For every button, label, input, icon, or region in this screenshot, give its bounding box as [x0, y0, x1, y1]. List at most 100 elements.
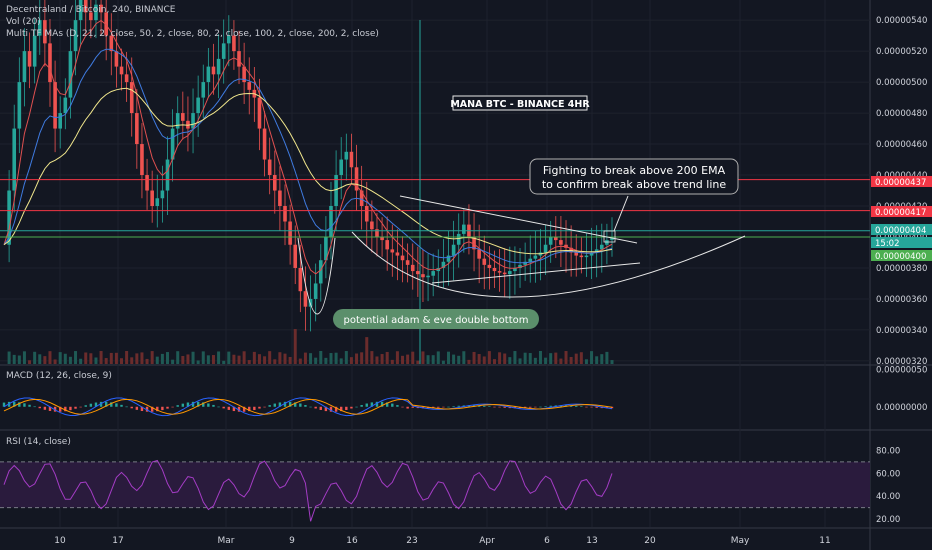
y-tick-label: 0.00000380: [876, 264, 927, 274]
volume-bar: [99, 351, 103, 364]
macd-histogram-bar: [161, 406, 164, 411]
volume-bar: [48, 351, 52, 364]
macd-histogram-bar: [539, 406, 542, 408]
volume-bar: [395, 351, 399, 364]
macd-histogram-bar: [360, 405, 363, 407]
volume-bar: [600, 354, 604, 364]
candle-body: [237, 51, 241, 67]
price-badge: [871, 206, 932, 217]
candle-body: [181, 113, 185, 121]
volume-bar: [610, 360, 614, 364]
x-tick-label: Mar: [218, 536, 235, 546]
candle-body: [283, 206, 287, 222]
volume-bar: [206, 355, 210, 364]
price-badge-label: 0.00000417: [875, 208, 926, 218]
macd-histogram-bar: [610, 406, 614, 409]
candle-body: [359, 190, 364, 207]
macd-histogram-bar: [334, 406, 338, 412]
volume-bar: [278, 352, 282, 364]
macd-histogram-bar: [304, 405, 307, 407]
candle-body: [48, 43, 52, 83]
candle-body: [58, 113, 63, 129]
volume-bar: [431, 355, 435, 364]
macd-histogram-bar: [447, 406, 450, 408]
macd-histogram-bar: [69, 406, 72, 411]
macd-histogram-bar: [575, 405, 578, 407]
macd-histogram-bar: [324, 406, 328, 412]
volume-bar: [569, 356, 573, 364]
volume-bar: [436, 351, 440, 364]
volume-bar: [252, 351, 256, 364]
macd-histogram-bar: [48, 406, 52, 411]
x-tick-label: May: [731, 536, 750, 546]
volume-bar: [257, 354, 261, 364]
volume-indicator-label: Vol (20): [6, 17, 41, 27]
volume-bar: [237, 355, 241, 364]
volume-bar: [181, 355, 185, 364]
volume-bar: [421, 351, 425, 364]
candle-body: [410, 264, 415, 272]
macd-histogram-bar: [18, 402, 21, 407]
macd-histogram-bar: [493, 406, 496, 408]
macd-histogram-bar: [222, 406, 225, 409]
macd-histogram-bar: [365, 403, 368, 407]
volume-bar: [145, 358, 149, 364]
macd-histogram-bar: [171, 406, 174, 408]
volume-bar: [339, 358, 343, 364]
volume-bar: [370, 351, 374, 364]
candle-body: [518, 264, 522, 268]
volume-bar: [584, 359, 588, 364]
candle-body: [446, 255, 451, 262]
macd-histogram-bar: [544, 406, 547, 407]
candle-body: [37, 20, 42, 36]
candle-body: [278, 190, 282, 207]
macd-histogram-bar: [477, 405, 481, 407]
symbol-title: Decentraland / Bitcoin, 240, BINANCE: [6, 5, 176, 15]
candle-body: [145, 175, 149, 191]
candle-body: [211, 66, 216, 75]
volume-bar: [94, 357, 98, 364]
volume-bar: [549, 353, 553, 364]
x-tick-label: Apr: [479, 536, 495, 546]
rsi-y-tick-label: 60.00: [876, 469, 900, 479]
macd-histogram-bar: [396, 405, 399, 407]
macd-histogram-bar: [503, 406, 506, 408]
candle-body: [170, 128, 175, 160]
macd-histogram-bar: [314, 406, 317, 409]
candle-body: [354, 167, 359, 191]
candle-body: [201, 82, 206, 98]
macd-histogram-bar: [104, 401, 108, 407]
candle-body: [83, 0, 88, 13]
volume-bar: [324, 357, 328, 364]
macd-histogram-bar: [7, 401, 11, 407]
y-tick-label: 0.00000460: [876, 140, 927, 150]
candle-body: [191, 113, 195, 129]
candle-body: [497, 271, 502, 273]
candle-body: [32, 35, 37, 67]
macd-histogram-bar: [529, 406, 532, 408]
price-badge: [871, 237, 932, 248]
macd-histogram-bar: [498, 406, 501, 408]
macd-histogram-bar: [64, 406, 67, 412]
candle-body: [564, 244, 568, 248]
volume-bar: [263, 356, 267, 364]
macd-histogram-bar: [329, 406, 333, 412]
macd-histogram-bar: [2, 402, 6, 407]
volume-bar: [319, 351, 323, 364]
macd-histogram-bar: [370, 402, 374, 407]
candle-body: [114, 51, 119, 67]
candle-body: [303, 291, 308, 307]
y-tick-label: 0.00000540: [876, 16, 927, 26]
macd-histogram-bar: [268, 405, 271, 407]
volume-bar: [7, 351, 11, 364]
candle-body: [89, 12, 93, 21]
volume-bar: [140, 352, 144, 364]
volume-bar: [334, 352, 338, 364]
macd-histogram-bar: [457, 405, 460, 407]
price-badge-label: 15:02: [875, 239, 900, 249]
macd-histogram-bar: [549, 405, 552, 407]
volume-bar: [43, 356, 47, 364]
x-tick-label: 17: [112, 536, 123, 546]
